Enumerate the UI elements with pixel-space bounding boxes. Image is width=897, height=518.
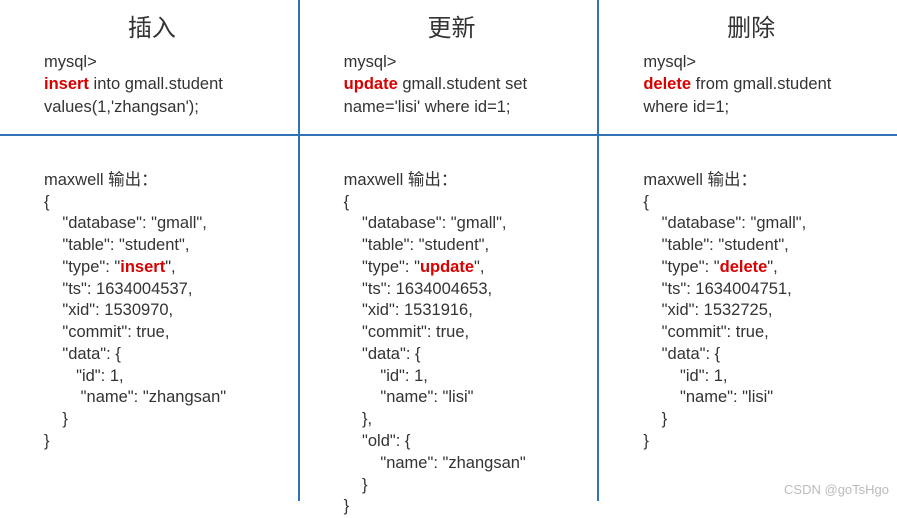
output-block-insert: maxwell 输出： { "database": "gmall", "tabl… — [12, 170, 292, 453]
horizontal-divider — [0, 134, 897, 136]
json-line: }, — [344, 409, 592, 431]
json-line: } — [344, 496, 592, 518]
json-line: "id": 1, — [44, 366, 292, 388]
column-delete: 删除 mysql> delete from gmall.student wher… — [597, 0, 897, 501]
json-line: "database": "gmall", — [44, 213, 292, 235]
column-title: 更新 — [312, 8, 592, 43]
sql-line2: where id=1; — [643, 98, 729, 116]
json-line: "xid": 1532725, — [643, 300, 891, 322]
json-line: "data": { — [643, 344, 891, 366]
json-line: "table": "student", — [44, 235, 292, 257]
watermark-text: CSDN @goTsHgo — [784, 482, 889, 497]
json-keyword: delete — [720, 258, 768, 276]
json-line: } — [643, 431, 891, 453]
json-line: "commit": true, — [44, 322, 292, 344]
sql-keyword-update: update — [344, 75, 398, 93]
json-line: } — [44, 431, 292, 453]
json-line: "table": "student", — [344, 235, 592, 257]
output-label: maxwell 输出： — [44, 171, 158, 189]
column-title: 插入 — [12, 8, 292, 43]
json-line: "xid": 1531916, — [344, 300, 592, 322]
json-line: "data": { — [44, 344, 292, 366]
json-line: "commit": true, — [643, 322, 891, 344]
json-line: "commit": true, — [344, 322, 592, 344]
json-line: "type": "delete", — [643, 257, 891, 279]
json-line: } — [344, 475, 592, 497]
mysql-prompt: mysql> — [44, 53, 97, 71]
json-line: "ts": 1634004751, — [643, 279, 891, 301]
json-line: } — [643, 409, 891, 431]
sql-rest-line1: gmall.student set — [398, 75, 527, 93]
json-line: "xid": 1530970, — [44, 300, 292, 322]
json-line: "name": "zhangsan" — [44, 387, 292, 409]
json-line: } — [44, 409, 292, 431]
json-keyword: insert — [120, 258, 165, 276]
json-line: { — [44, 192, 292, 214]
json-line: "database": "gmall", — [344, 213, 592, 235]
json-line: "data": { — [344, 344, 592, 366]
sql-line2: values(1,'zhangsan'); — [44, 98, 199, 116]
json-output: { "database": "gmall", "table": "student… — [643, 192, 891, 453]
column-insert: 插入 mysql> insert into gmall.student valu… — [0, 0, 298, 501]
mysql-prompt: mysql> — [643, 53, 696, 71]
output-label: maxwell 输出： — [344, 171, 458, 189]
sql-keyword-insert: insert — [44, 75, 89, 93]
output-block-delete: maxwell 输出： { "database": "gmall", "tabl… — [611, 170, 891, 453]
sql-block-insert: mysql> insert into gmall.student values(… — [12, 51, 292, 118]
column-title: 删除 — [611, 8, 891, 43]
sql-rest-line1: into gmall.student — [89, 75, 223, 93]
json-line: "id": 1, — [344, 366, 592, 388]
json-line: "name": "zhangsan" — [344, 453, 592, 475]
json-line: "name": "lisi" — [344, 387, 592, 409]
json-line: "ts": 1634004653, — [344, 279, 592, 301]
sql-block-update: mysql> update gmall.student set name='li… — [312, 51, 592, 118]
json-line: "name": "lisi" — [643, 387, 891, 409]
json-line: { — [643, 192, 891, 214]
json-line: "database": "gmall", — [643, 213, 891, 235]
sql-line2: name='lisi' where id=1; — [344, 98, 511, 116]
output-label: maxwell 输出： — [643, 171, 757, 189]
column-update: 更新 mysql> update gmall.student set name=… — [298, 0, 598, 501]
sql-keyword-delete: delete — [643, 75, 691, 93]
json-line: "type": "insert", — [44, 257, 292, 279]
json-output: { "database": "gmall", "table": "student… — [44, 192, 292, 453]
json-line: "type": "update", — [344, 257, 592, 279]
sql-rest-line1: from gmall.student — [691, 75, 831, 93]
mysql-prompt: mysql> — [344, 53, 397, 71]
json-output: { "database": "gmall", "table": "student… — [344, 192, 592, 518]
output-block-update: maxwell 输出： { "database": "gmall", "tabl… — [312, 170, 592, 518]
json-line: { — [344, 192, 592, 214]
json-keyword: update — [420, 258, 474, 276]
json-line: "id": 1, — [643, 366, 891, 388]
json-line: "old": { — [344, 431, 592, 453]
json-line: "ts": 1634004537, — [44, 279, 292, 301]
three-column-layout: 插入 mysql> insert into gmall.student valu… — [0, 0, 897, 501]
sql-block-delete: mysql> delete from gmall.student where i… — [611, 51, 891, 118]
json-line: "table": "student", — [643, 235, 891, 257]
